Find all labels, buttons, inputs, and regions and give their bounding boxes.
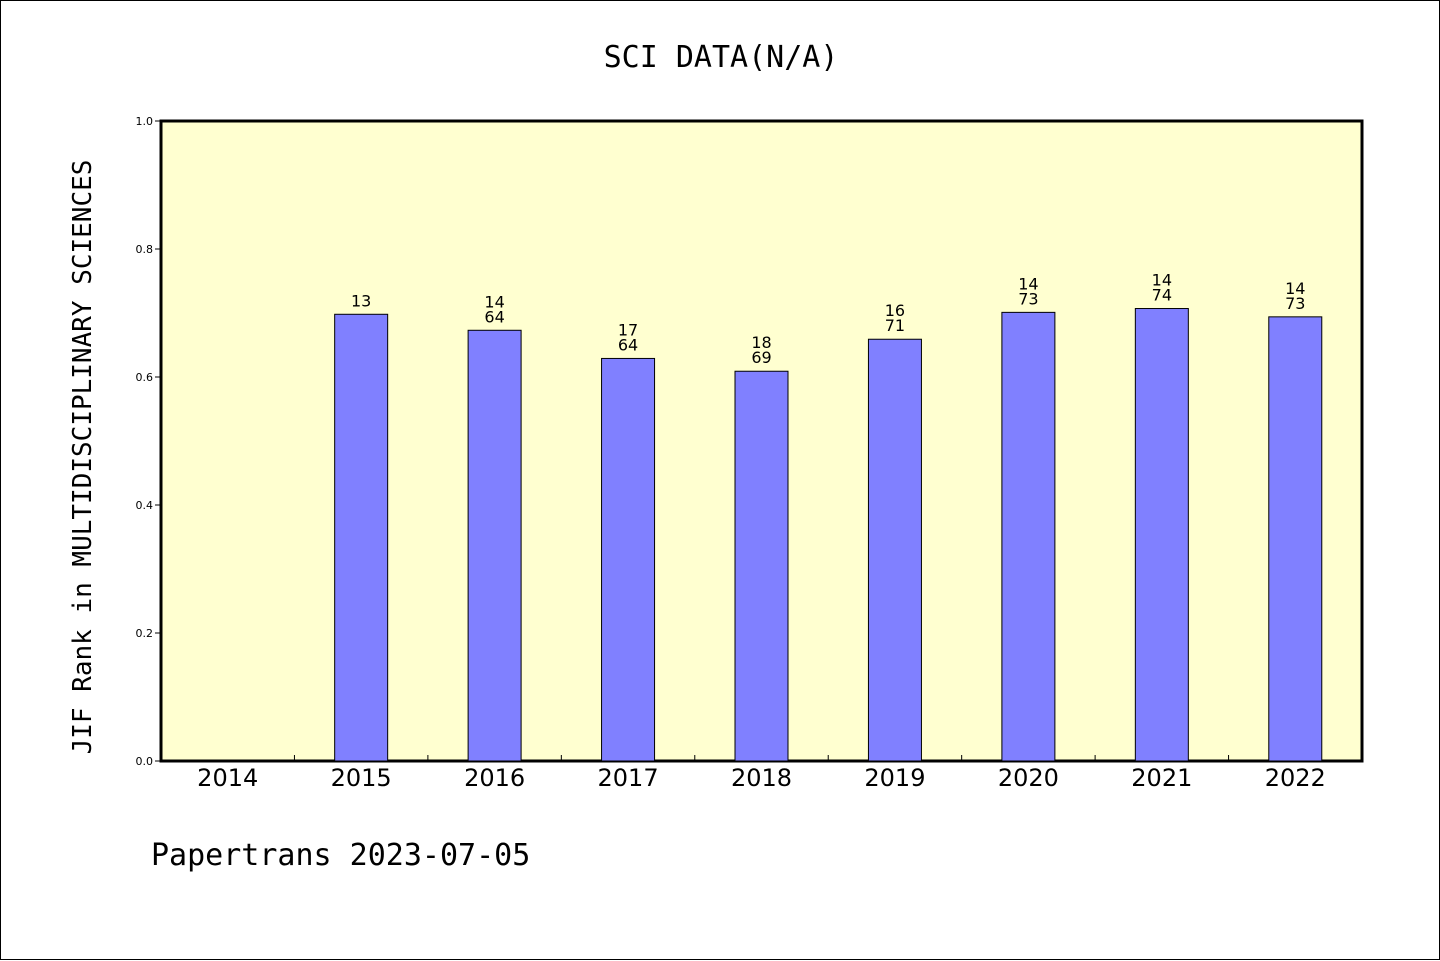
bar-data-label: 73	[1018, 289, 1038, 308]
bar	[467, 329, 522, 762]
bar	[601, 357, 656, 762]
bar-data-label: 73	[1285, 294, 1305, 313]
bar-data-label: 64	[484, 307, 504, 326]
x-tick-label: 2017	[598, 764, 659, 792]
bar-series	[334, 308, 1323, 762]
bar-data-label: 14	[1018, 274, 1038, 293]
y-tick-label: 0.4	[136, 499, 154, 512]
y-axis-label: JIF Rank in MULTIDISCIPLINARY SCIENCES	[68, 160, 98, 755]
bar-data-label: 64	[618, 335, 638, 354]
y-tick-label: 0.6	[136, 371, 154, 384]
x-tick-label: 2018	[731, 764, 792, 792]
x-tick-label: 2021	[1131, 764, 1192, 792]
y-tick-label: 0.0	[136, 755, 154, 768]
chart-title: SCI DATA(N/A)	[604, 40, 839, 75]
y-axis: 0.0 0.2 0.4 0.6 0.8 1.0	[136, 115, 161, 768]
bar-data-label: 13	[351, 291, 371, 310]
bar-data-label: 17	[618, 320, 638, 339]
bar	[734, 370, 789, 762]
y-tick-label: 0.8	[136, 243, 154, 256]
x-axis: 2014 2015 2016 2017 2018 2019 2020 2021 2022	[197, 755, 1326, 792]
bar-data-label: 71	[885, 316, 905, 335]
bar-data-label: 74	[1152, 286, 1172, 305]
x-tick-label: 2015	[331, 764, 392, 792]
bar-data-label: 18	[751, 333, 771, 352]
bar	[1001, 311, 1056, 762]
bar	[334, 313, 389, 762]
bar	[1268, 316, 1323, 762]
x-tick-label: 2016	[464, 764, 525, 792]
x-tick-label: 2022	[1265, 764, 1326, 792]
bar-data-label: 14	[1285, 279, 1305, 298]
footer-text: Papertrans 2023-07-05	[151, 838, 530, 873]
x-tick-label: 2019	[864, 764, 925, 792]
x-tick-label: 2014	[197, 764, 258, 792]
y-tick-label: 1.0	[136, 115, 154, 128]
bar	[1134, 308, 1189, 762]
bar	[867, 338, 922, 762]
y-tick-label: 0.2	[136, 627, 154, 640]
bar-data-label: 69	[751, 348, 771, 367]
bar-data-label: 16	[885, 301, 905, 320]
bar-data-label: 14	[1152, 271, 1172, 290]
bar-data-label: 14	[484, 292, 504, 311]
x-tick-label: 2020	[998, 764, 1059, 792]
